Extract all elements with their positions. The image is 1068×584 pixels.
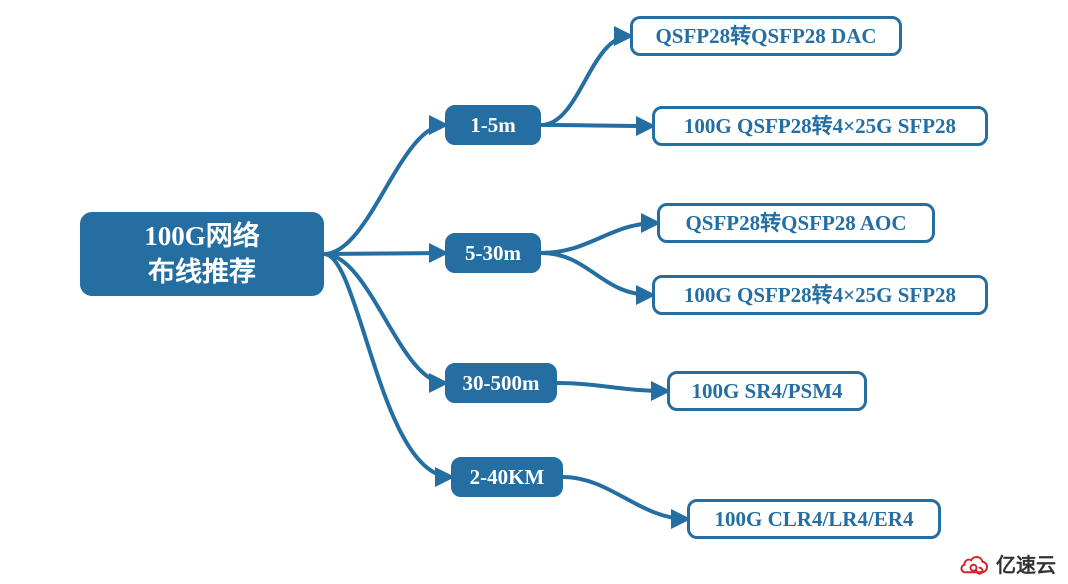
edge-m1-l1 <box>541 36 630 125</box>
node-label: 100G CLR4/LR4/ER4 <box>715 505 914 533</box>
node-label: QSFP28转QSFP28 DAC <box>655 22 876 50</box>
node-label: 100G QSFP28转4×25G SFP28 <box>684 112 956 140</box>
edge-root-m2 <box>324 253 445 254</box>
node-l5: 100G SR4/PSM4 <box>667 371 867 411</box>
node-l2: 100G QSFP28转4×25G SFP28 <box>652 106 988 146</box>
edge-m4-l6 <box>563 477 687 519</box>
watermark-text: 亿速云 <box>996 549 1056 578</box>
node-l1: QSFP28转QSFP28 DAC <box>630 16 902 56</box>
node-label: QSFP28转QSFP28 AOC <box>685 209 906 237</box>
node-label: 2-40KM <box>470 463 545 491</box>
node-l3: QSFP28转QSFP28 AOC <box>657 203 935 243</box>
node-l4: 100G QSFP28转4×25G SFP28 <box>652 275 988 315</box>
edge-m2-l3 <box>541 223 657 253</box>
watermark: 亿速云 <box>960 549 1056 578</box>
node-m3: 30-500m <box>445 363 557 403</box>
edge-m1-l2 <box>541 125 652 126</box>
node-m2: 5-30m <box>445 233 541 273</box>
node-label: 1-5m <box>470 111 516 139</box>
cloud-icon <box>960 552 990 576</box>
node-root: 100G网络 布线推荐 <box>80 212 324 296</box>
node-label: 5-30m <box>465 239 521 267</box>
node-m4: 2-40KM <box>451 457 563 497</box>
edge-root-m4 <box>324 254 451 477</box>
edge-root-m1 <box>324 125 445 254</box>
node-label: 100G QSFP28转4×25G SFP28 <box>684 281 956 309</box>
node-label: 100G SR4/PSM4 <box>691 377 842 405</box>
node-m1: 1-5m <box>445 105 541 145</box>
node-label: 100G网络 布线推荐 <box>144 218 260 291</box>
node-label: 30-500m <box>463 369 540 397</box>
edge-m3-l5 <box>557 383 667 391</box>
edge-m2-l4 <box>541 253 652 295</box>
edge-root-m3 <box>324 254 445 383</box>
node-l6: 100G CLR4/LR4/ER4 <box>687 499 941 539</box>
